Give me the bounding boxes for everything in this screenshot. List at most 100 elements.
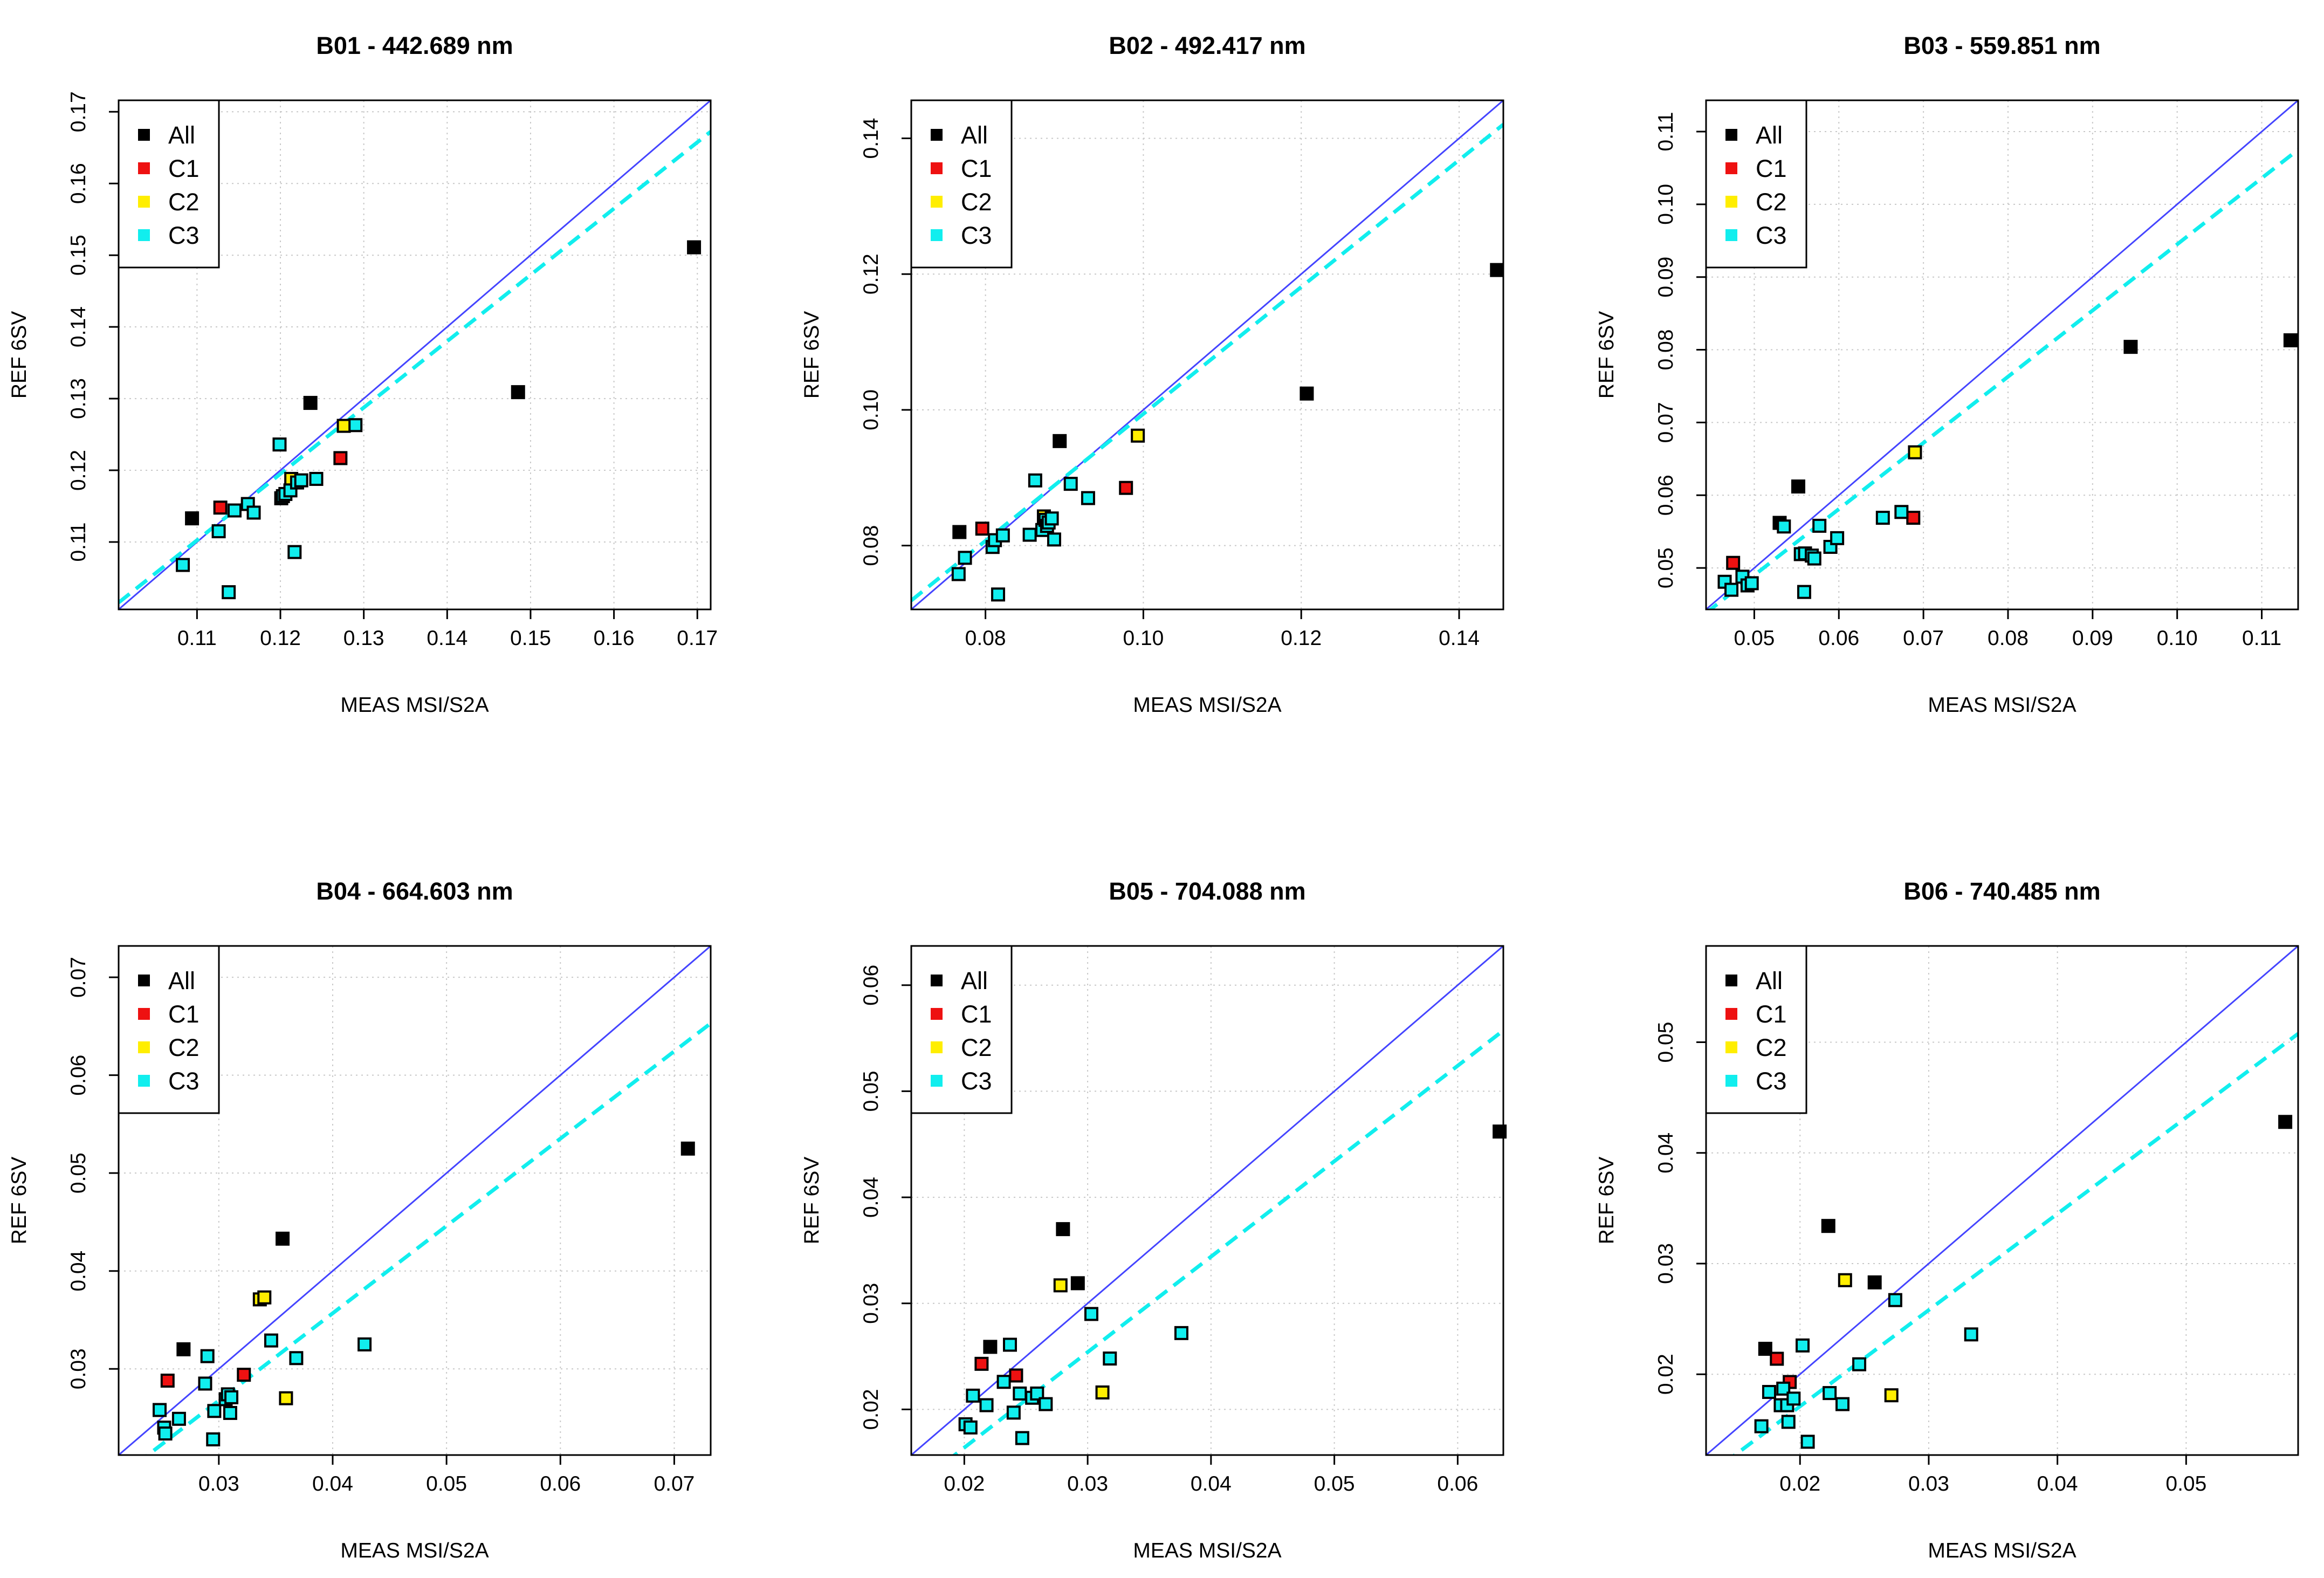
x-tick-label: 0.03 bbox=[198, 1472, 239, 1495]
x-tick-label: 0.15 bbox=[510, 627, 551, 650]
point-c3 bbox=[294, 473, 308, 488]
legend-swatch-all bbox=[931, 975, 943, 986]
series-c3 bbox=[1754, 1293, 1978, 1449]
x-tick-label: 0.12 bbox=[1281, 627, 1322, 650]
legend-box bbox=[910, 945, 1013, 1114]
legend-swatch-c1 bbox=[1725, 162, 1737, 174]
point-c3 bbox=[1786, 1391, 1801, 1406]
x-tick-label: 0.06 bbox=[1437, 1472, 1478, 1495]
point-c3 bbox=[1044, 511, 1059, 526]
legend: All C1 C2 C3 bbox=[118, 945, 220, 1114]
legend-label-all: All bbox=[1756, 121, 1783, 149]
point-c3 bbox=[979, 1398, 994, 1412]
point-c3 bbox=[158, 1426, 173, 1441]
fit-line bbox=[119, 130, 711, 605]
point-all bbox=[1791, 479, 1805, 494]
point-c3 bbox=[1830, 531, 1845, 545]
point-c3 bbox=[1174, 1326, 1188, 1340]
point-c3 bbox=[995, 528, 1010, 543]
point-c2 bbox=[1095, 1385, 1110, 1399]
y-tick-label: 0.04 bbox=[860, 1177, 883, 1218]
legend-swatch-c3 bbox=[1725, 229, 1737, 241]
y-tick-label: 0.10 bbox=[1654, 184, 1677, 225]
x-tick-label: 0.11 bbox=[177, 627, 217, 650]
legend-label-c1: C1 bbox=[961, 1000, 992, 1028]
legend-swatch-all bbox=[1725, 975, 1737, 986]
x-tick-label: 0.16 bbox=[594, 627, 635, 650]
x-tick-label: 0.14 bbox=[1439, 627, 1480, 650]
point-c3 bbox=[1796, 1338, 1810, 1353]
x-tick-label: 0.02 bbox=[944, 1472, 985, 1495]
x-axis-label: MEAS MSI/S2A bbox=[1133, 694, 1281, 717]
point-c3 bbox=[1835, 1397, 1850, 1411]
point-all bbox=[687, 240, 702, 255]
series-c1 bbox=[975, 481, 1133, 536]
legend-swatch-all bbox=[931, 129, 943, 141]
x-tick-label: 0.03 bbox=[1908, 1472, 1949, 1495]
y-tick-label: 0.02 bbox=[860, 1389, 883, 1430]
reference-lines bbox=[119, 946, 711, 1455]
point-c3 bbox=[206, 1432, 221, 1446]
legend-swatch-c1 bbox=[931, 162, 943, 174]
point-c1 bbox=[1906, 511, 1921, 525]
point-c1 bbox=[1119, 481, 1133, 495]
legend-label-c3: C3 bbox=[1756, 222, 1787, 249]
identity-line bbox=[1706, 946, 2298, 1455]
y-tick-label: 0.04 bbox=[67, 1251, 90, 1292]
x-tick-label: 0.03 bbox=[1067, 1472, 1108, 1495]
point-c1 bbox=[1009, 1368, 1023, 1383]
point-c3 bbox=[264, 1333, 278, 1348]
point-c3 bbox=[198, 1376, 212, 1391]
panel-title: B02 - 492.417 nm bbox=[1109, 32, 1305, 59]
point-c3 bbox=[200, 1349, 215, 1363]
y-tick-label: 0.03 bbox=[67, 1348, 90, 1389]
x-axis-label: MEAS MSI/S2A bbox=[1928, 1539, 2076, 1562]
x-tick-label: 0.08 bbox=[1988, 627, 2029, 650]
point-all bbox=[983, 1340, 998, 1354]
point-c1 bbox=[974, 1356, 989, 1371]
legend-box bbox=[118, 99, 220, 269]
series-all bbox=[185, 240, 702, 526]
point-c3 bbox=[1777, 519, 1791, 534]
point-all bbox=[276, 1231, 290, 1246]
legend-swatch-c2 bbox=[931, 196, 943, 208]
point-c3 bbox=[966, 1388, 980, 1403]
legend-swatch-all bbox=[138, 975, 150, 986]
point-c3 bbox=[207, 1404, 222, 1418]
point-all bbox=[176, 1342, 191, 1356]
y-tick-label: 0.17 bbox=[67, 91, 90, 132]
point-c3 bbox=[246, 505, 261, 520]
fit-line bbox=[951, 1028, 1503, 1455]
plot-frame bbox=[118, 99, 712, 610]
point-c3 bbox=[1006, 1405, 1021, 1420]
series-c3 bbox=[1717, 505, 1909, 599]
y-tick-label: 0.03 bbox=[1654, 1243, 1677, 1284]
series-c3 bbox=[153, 1333, 372, 1446]
y-tick-label: 0.05 bbox=[67, 1152, 90, 1193]
panel-title: B05 - 704.088 nm bbox=[1109, 877, 1305, 905]
point-c2 bbox=[1884, 1388, 1899, 1403]
x-axis-label: MEAS MSI/S2A bbox=[1928, 694, 2076, 717]
y-axis-label: REF 6SV bbox=[8, 311, 31, 399]
legend-swatch-c3 bbox=[138, 1075, 150, 1087]
legend-label-c2: C2 bbox=[168, 1034, 200, 1061]
point-c3 bbox=[1103, 1351, 1117, 1366]
point-c2 bbox=[1908, 445, 1922, 459]
point-all bbox=[2278, 1115, 2293, 1129]
y-tick-label: 0.06 bbox=[860, 965, 883, 1006]
y-axis-label: REF 6SV bbox=[1595, 311, 1618, 399]
point-c3 bbox=[1063, 477, 1078, 491]
y-tick-label: 0.12 bbox=[860, 253, 883, 294]
point-c3 bbox=[176, 558, 190, 572]
point-c3 bbox=[1964, 1327, 1978, 1342]
point-c3 bbox=[958, 551, 972, 565]
legend-swatch-c1 bbox=[931, 1008, 943, 1020]
series-c2 bbox=[1908, 445, 1922, 459]
x-tick-label: 0.13 bbox=[343, 627, 384, 650]
y-tick-label: 0.13 bbox=[67, 378, 90, 419]
point-c2 bbox=[1838, 1273, 1852, 1287]
point-c3 bbox=[211, 524, 226, 539]
point-c1 bbox=[237, 1368, 251, 1382]
point-c3 bbox=[1028, 473, 1042, 488]
